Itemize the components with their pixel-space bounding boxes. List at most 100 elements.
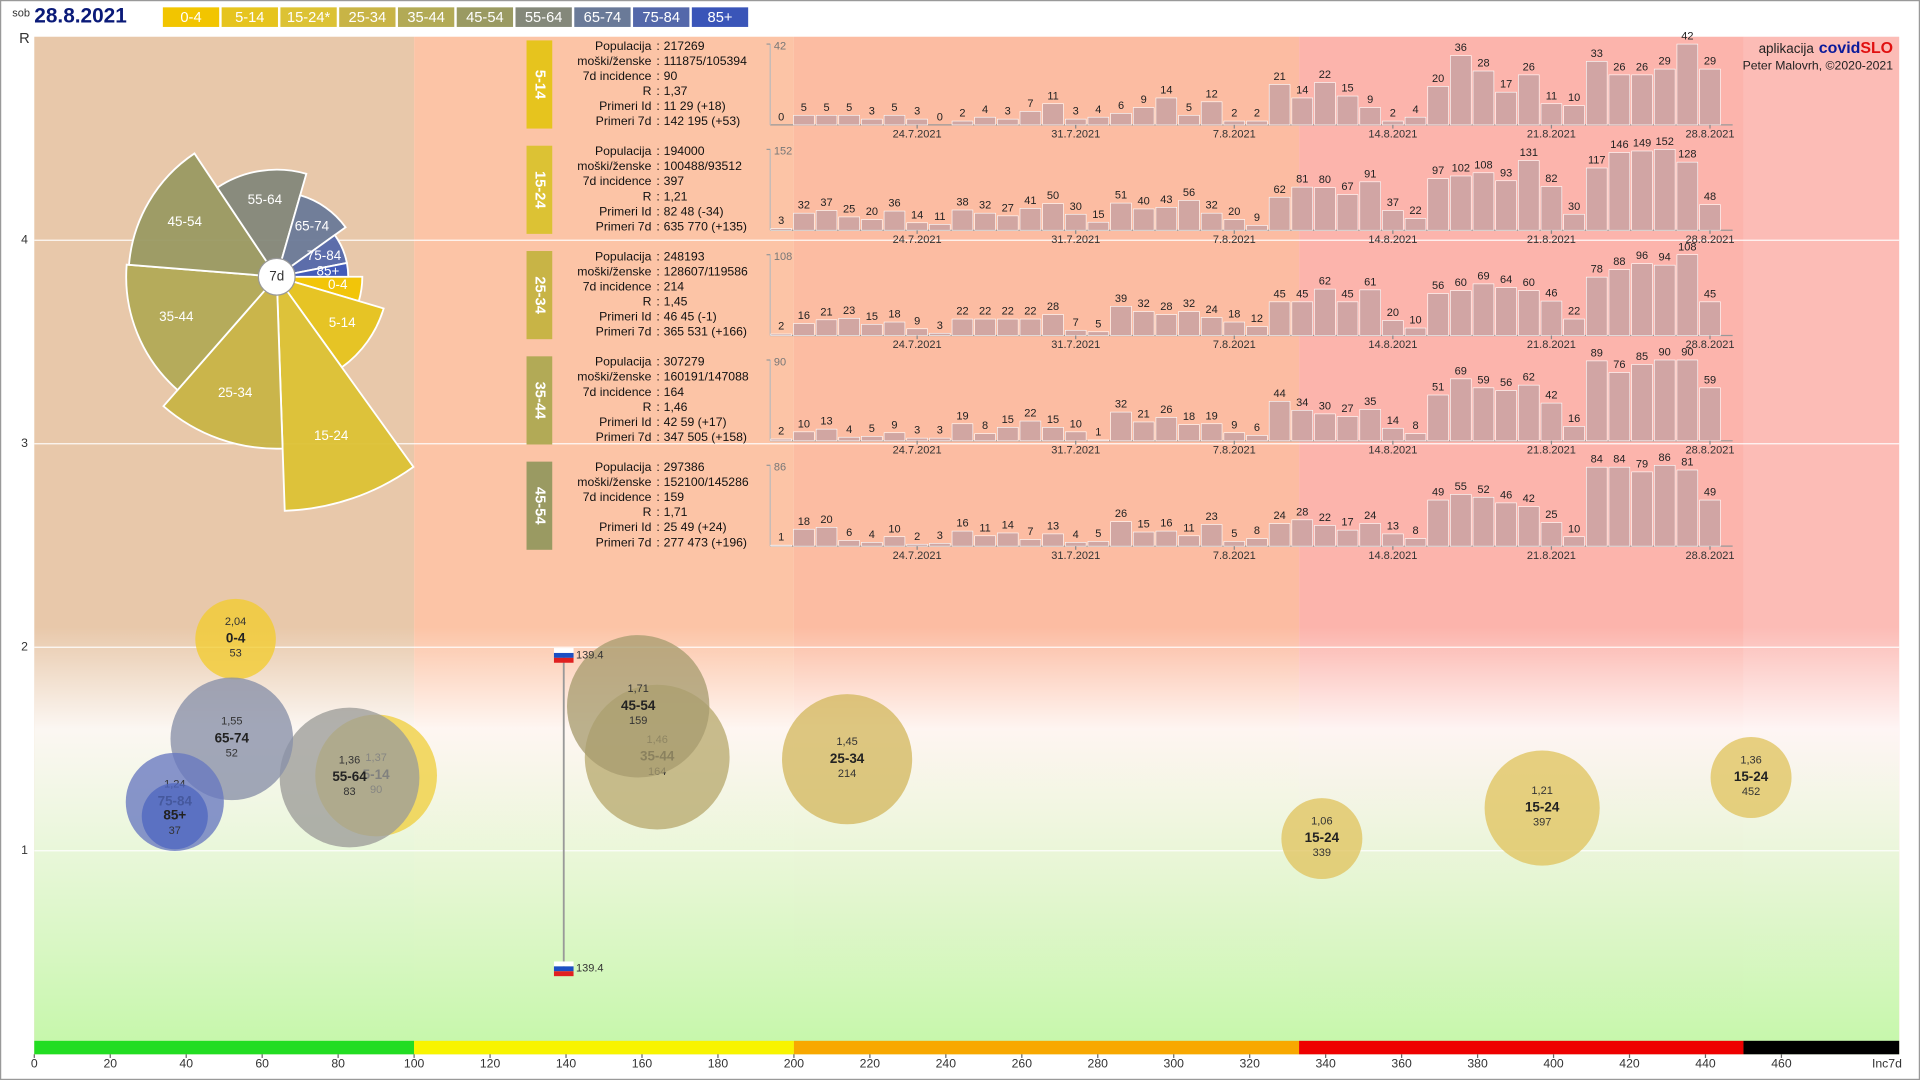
bar-label: 80 bbox=[1319, 174, 1331, 186]
bar bbox=[1653, 264, 1676, 336]
bar bbox=[1246, 435, 1268, 442]
info-colon: : bbox=[656, 325, 659, 339]
bar-label: 7 bbox=[1027, 526, 1033, 538]
bar-label: 36 bbox=[888, 198, 900, 210]
bar bbox=[1019, 420, 1042, 442]
bar-label: 11 bbox=[1546, 90, 1557, 102]
bar bbox=[1608, 466, 1631, 547]
info-label: moški/ženske bbox=[577, 54, 651, 68]
bar-label: 46 bbox=[1500, 489, 1512, 501]
bar-label: 32 bbox=[1205, 200, 1217, 212]
polar-center bbox=[257, 257, 296, 296]
bar-label: 29 bbox=[1659, 56, 1671, 68]
bar bbox=[1087, 116, 1110, 126]
info-colon: : bbox=[656, 159, 659, 173]
polar-label: 0-4 bbox=[328, 277, 348, 292]
info-label: Primeri 7d bbox=[596, 114, 652, 128]
flag-red bbox=[553, 971, 574, 977]
bar bbox=[1653, 359, 1676, 442]
info-value: 277 473 (+196) bbox=[664, 535, 747, 549]
bar bbox=[1563, 426, 1585, 442]
bar-label: 13 bbox=[820, 416, 832, 428]
brand-a: covid bbox=[1819, 40, 1861, 57]
x-tick-label: 180 bbox=[708, 1056, 729, 1070]
info-value: 635 770 (+135) bbox=[664, 219, 747, 233]
zone-band bbox=[34, 1040, 415, 1055]
bar bbox=[838, 114, 860, 126]
bubble bbox=[279, 707, 420, 848]
bar bbox=[1291, 97, 1313, 126]
bubble bbox=[195, 598, 276, 680]
info-value: 217269 bbox=[664, 39, 705, 53]
bar-label: 48 bbox=[1704, 191, 1716, 203]
polar-label: 55-64 bbox=[248, 192, 283, 207]
bar bbox=[861, 436, 883, 442]
bar bbox=[1065, 329, 1087, 336]
info-value: 42 59 (+17) bbox=[664, 415, 727, 429]
bar bbox=[974, 535, 996, 547]
bar-label: 14 bbox=[1002, 520, 1014, 532]
bar bbox=[1653, 465, 1676, 547]
bar-label: 6 bbox=[1118, 100, 1124, 112]
date-label: 28.8.2021 bbox=[1685, 129, 1734, 141]
polar-wedge bbox=[125, 263, 279, 392]
bar-label: 9 bbox=[1367, 94, 1373, 106]
panel-tag bbox=[526, 145, 553, 234]
bar-label: 41 bbox=[1024, 195, 1036, 207]
date-label: 24.7.2021 bbox=[893, 129, 942, 141]
bar-label: 1 bbox=[778, 532, 784, 544]
bar-label: 7 bbox=[1073, 317, 1079, 329]
info-colon: : bbox=[656, 84, 659, 98]
bar-label: 10 bbox=[1568, 523, 1580, 535]
info-label: R bbox=[643, 400, 652, 414]
bar-label: 45 bbox=[1273, 288, 1285, 300]
x-tick-label: 220 bbox=[860, 1056, 881, 1070]
bar bbox=[906, 222, 928, 231]
bar bbox=[1563, 213, 1585, 231]
bar bbox=[1246, 326, 1268, 336]
country-label: 139.4 bbox=[576, 963, 604, 975]
info-label: Populacija bbox=[595, 39, 652, 53]
bar-label: 90 bbox=[1681, 347, 1693, 359]
bar bbox=[1563, 318, 1585, 336]
info-value: 1,71 bbox=[664, 505, 688, 519]
bar bbox=[1223, 219, 1245, 231]
bar-label: 18 bbox=[888, 309, 900, 321]
bar-label: 86 bbox=[1659, 452, 1671, 464]
bar bbox=[815, 319, 838, 336]
bar bbox=[1223, 321, 1245, 336]
bar-label: 12 bbox=[1251, 313, 1263, 325]
bar-label: 7 bbox=[1027, 98, 1033, 110]
bar bbox=[1336, 301, 1359, 336]
bar-label: 26 bbox=[1636, 61, 1648, 73]
info-value: 307279 bbox=[664, 355, 705, 369]
bar bbox=[1427, 293, 1449, 336]
bar-label: 97 bbox=[1432, 165, 1444, 177]
bar bbox=[1495, 91, 1517, 126]
bar-label: 2 bbox=[1390, 108, 1396, 120]
info-colon: : bbox=[656, 505, 659, 519]
x-tick-label: 40 bbox=[179, 1056, 193, 1070]
bar bbox=[1699, 204, 1721, 231]
bar-label: 22 bbox=[1409, 205, 1421, 217]
polar-label: 25-34 bbox=[218, 385, 253, 400]
info-label: Populacija bbox=[595, 460, 652, 474]
legend-label: 5-14 bbox=[235, 10, 264, 26]
info-label: R bbox=[643, 84, 652, 98]
info-value: 365 531 (+166) bbox=[664, 325, 747, 339]
bar-label: 64 bbox=[1500, 274, 1512, 286]
bar-label: 26 bbox=[1523, 61, 1535, 73]
bar bbox=[1427, 394, 1449, 442]
bar bbox=[1246, 538, 1268, 547]
bar-label: 3 bbox=[937, 320, 943, 332]
info-value: 1,37 bbox=[664, 84, 688, 98]
polar-label: 15-24 bbox=[314, 428, 349, 443]
info-label: Primeri Id bbox=[599, 310, 652, 324]
bar-label: 23 bbox=[843, 305, 855, 317]
info-label: R bbox=[643, 189, 652, 203]
bar bbox=[1200, 423, 1223, 442]
bar bbox=[1699, 499, 1721, 547]
info-colon: : bbox=[656, 460, 659, 474]
date-label: 31.7.2021 bbox=[1051, 234, 1100, 246]
legend-swatch bbox=[633, 7, 690, 27]
